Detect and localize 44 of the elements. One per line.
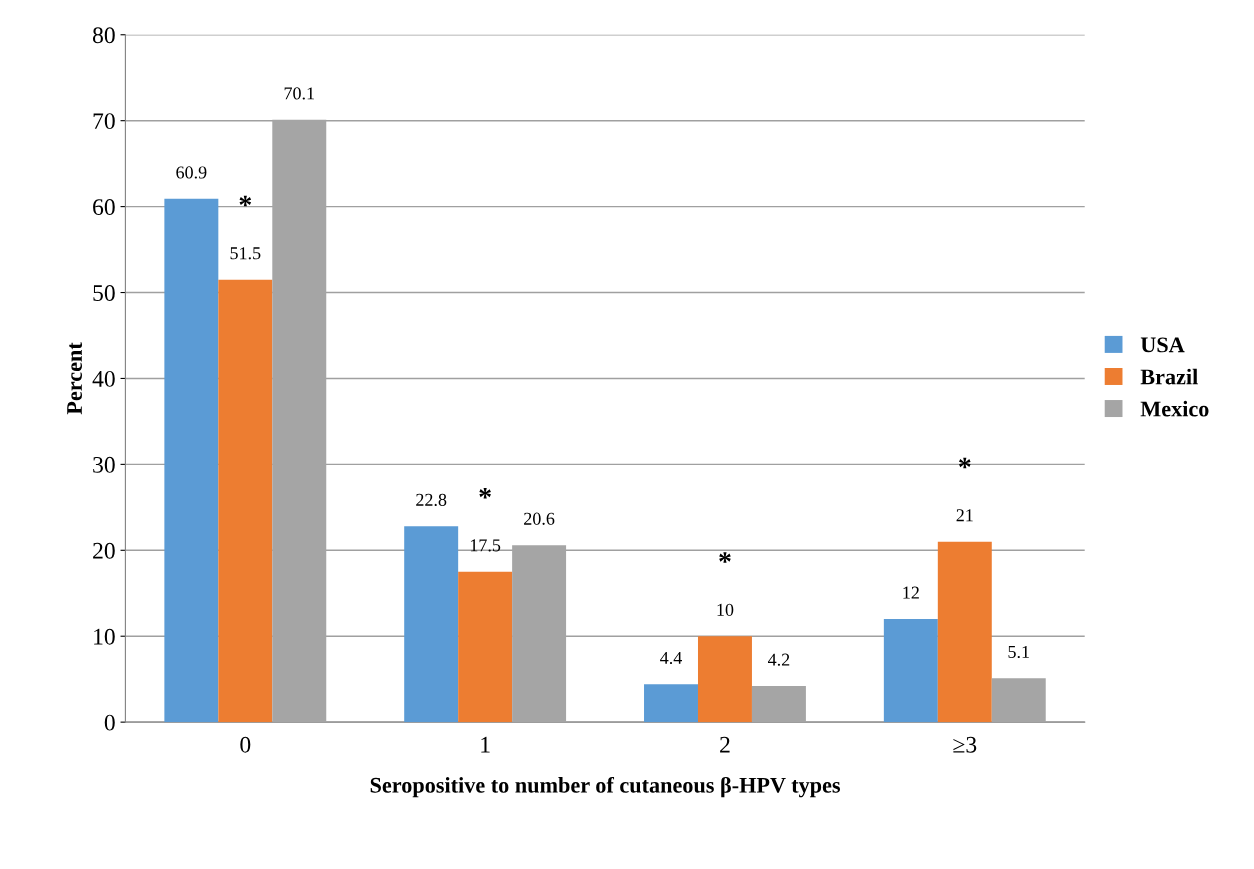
bar bbox=[404, 526, 459, 723]
bar bbox=[218, 279, 273, 723]
legend-label: USA bbox=[1140, 337, 1185, 353]
bar bbox=[164, 198, 219, 723]
y-tick-label: 80 bbox=[92, 27, 115, 44]
legend-label: Mexico bbox=[1140, 400, 1209, 417]
y-tick-label: 20 bbox=[93, 542, 115, 559]
data-label: 51.5 bbox=[230, 247, 261, 260]
data-label: 22.8 bbox=[416, 493, 447, 506]
bar bbox=[751, 686, 806, 723]
annotation: * bbox=[959, 457, 971, 469]
y-tick-label: 60 bbox=[93, 199, 115, 216]
x-tick-label: 2 bbox=[720, 736, 730, 753]
y-axis-title: Percent bbox=[67, 342, 82, 415]
data-label: 17.5 bbox=[470, 539, 501, 552]
bar bbox=[697, 636, 752, 723]
bar bbox=[991, 678, 1046, 723]
data-label: 20.6 bbox=[524, 512, 555, 525]
y-tick-label: 30 bbox=[93, 456, 115, 473]
bar bbox=[458, 571, 513, 723]
bar bbox=[644, 684, 698, 723]
x-tick-label: ≥3 bbox=[953, 736, 977, 753]
annotation: * bbox=[239, 195, 252, 207]
data-label: 60.9 bbox=[176, 166, 207, 179]
data-label: 5.1 bbox=[1008, 645, 1029, 659]
y-tick-label: 40 bbox=[92, 370, 115, 387]
y-tick-label: 0 bbox=[104, 714, 115, 731]
data-label: 10 bbox=[717, 603, 734, 616]
bar bbox=[883, 619, 938, 723]
data-label: 12 bbox=[903, 586, 919, 599]
y-tick-label: 70 bbox=[93, 113, 115, 130]
annotation: * bbox=[479, 487, 491, 499]
annotation: * bbox=[719, 552, 731, 563]
x-axis-title: Seropositive to number of cutaneous β-HPV types bbox=[370, 776, 841, 798]
data-label: 4.2 bbox=[768, 653, 790, 666]
y-tick-label: 50 bbox=[93, 285, 115, 301]
legend-label: Brazil bbox=[1140, 368, 1198, 385]
x-tick-label: 0 bbox=[240, 736, 251, 753]
y-tick-label: 10 bbox=[94, 628, 115, 645]
x-tick-label: 1 bbox=[481, 736, 490, 753]
data-label: 21 bbox=[956, 509, 973, 522]
bar bbox=[937, 541, 992, 723]
data-label: 4.4 bbox=[660, 651, 683, 665]
data-label: 70.1 bbox=[284, 87, 314, 100]
